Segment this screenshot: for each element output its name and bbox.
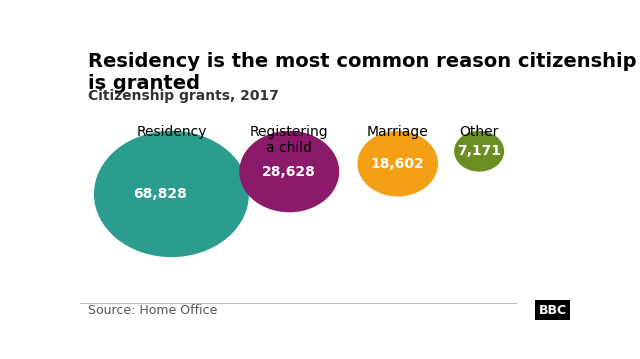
Ellipse shape (358, 131, 438, 196)
Text: 68,828: 68,828 (133, 187, 187, 201)
Text: Citizenship grants, 2017: Citizenship grants, 2017 (88, 89, 278, 103)
Text: Marriage: Marriage (367, 125, 429, 139)
Text: Registering
a child: Registering a child (250, 125, 328, 155)
Text: 7,171: 7,171 (457, 144, 501, 158)
Text: 28,628: 28,628 (262, 164, 316, 178)
Text: 18,602: 18,602 (371, 157, 424, 171)
Ellipse shape (239, 131, 339, 212)
Ellipse shape (94, 131, 249, 257)
Text: Source: Home Office: Source: Home Office (88, 304, 217, 317)
Text: BBC: BBC (539, 304, 566, 317)
Text: Residency: Residency (136, 125, 207, 139)
Ellipse shape (454, 131, 504, 172)
Text: Other: Other (460, 125, 499, 139)
Text: Residency is the most common reason citizenship
is granted: Residency is the most common reason citi… (88, 52, 636, 93)
